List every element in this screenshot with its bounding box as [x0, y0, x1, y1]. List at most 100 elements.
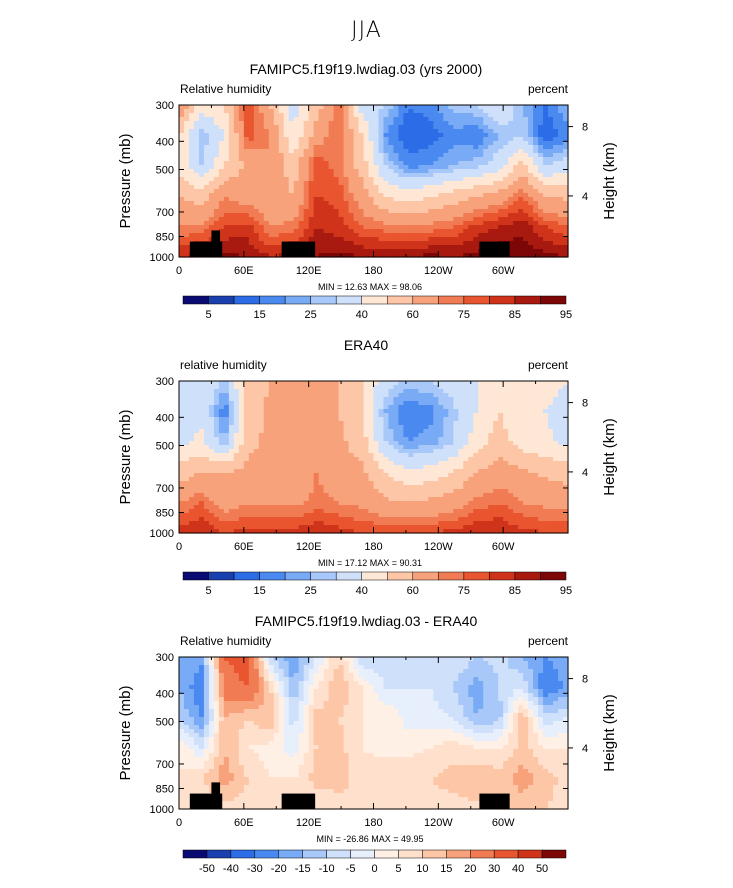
heatmap-cell — [463, 129, 469, 134]
heatmap-cell — [313, 173, 320, 178]
heatmap-cell — [218, 425, 225, 430]
heatmap-cell — [478, 445, 484, 450]
heatmap-cell — [378, 109, 385, 114]
heatmap-cell — [508, 229, 514, 234]
heatmap-cell — [263, 133, 270, 138]
heatmap-cell — [543, 125, 549, 130]
heatmap-cell — [248, 429, 255, 434]
heatmap-cell — [293, 181, 300, 186]
heatmap-cell — [343, 241, 350, 246]
heatmap-cell — [553, 389, 559, 394]
heatmap-cell — [268, 401, 275, 406]
heatmap-cell — [368, 453, 375, 458]
heatmap-cell — [238, 109, 245, 114]
heatmap-cell — [188, 201, 195, 206]
heatmap-cell — [203, 385, 210, 390]
heatmap-cell — [293, 457, 300, 462]
heatmap-cell — [308, 177, 315, 182]
heatmap-cell — [323, 105, 330, 110]
heatmap-cell — [298, 217, 305, 222]
heatmap-cell — [298, 449, 305, 454]
heatmap-cell — [418, 189, 424, 194]
heatmap-cell — [318, 245, 325, 250]
heatmap-cell — [358, 189, 365, 194]
heatmap-cell — [438, 445, 444, 450]
heatmap-cell — [478, 225, 484, 230]
heatmap-cell — [303, 393, 310, 398]
heatmap-cell — [368, 465, 375, 470]
heatmap-cell — [523, 241, 529, 246]
heatmap-cell — [553, 197, 559, 202]
heatmap-cell — [243, 173, 250, 178]
heatmap-cell — [493, 409, 499, 414]
heatmap-cell — [413, 253, 419, 258]
heatmap-cell — [233, 441, 240, 446]
heatmap-cell — [283, 413, 290, 418]
heatmap-cell — [238, 477, 245, 482]
heatmap-cell — [503, 409, 509, 414]
heatmap-cell — [373, 241, 380, 246]
heatmap-cell — [373, 181, 380, 186]
heatmap-cell — [438, 461, 444, 466]
heatmap-cell — [238, 161, 245, 166]
heatmap-cell — [283, 237, 290, 242]
heatmap-cell — [303, 225, 310, 230]
heatmap-cell — [533, 133, 539, 138]
heatmap-cell — [333, 121, 340, 126]
heatmap-cell — [343, 193, 350, 198]
heatmap-cell — [293, 217, 300, 222]
heatmap-cell — [363, 169, 370, 174]
heatmap-cell — [303, 205, 310, 210]
heatmap-cell — [408, 469, 414, 474]
heatmap-cell — [503, 429, 509, 434]
heatmap-cell — [488, 129, 494, 134]
heatmap-cell — [348, 113, 355, 118]
heatmap-cell — [208, 221, 215, 226]
heatmap-cell — [403, 145, 410, 150]
heatmap-cell — [498, 453, 504, 458]
heatmap-cell — [179, 425, 185, 430]
heatmap-cell — [333, 137, 340, 142]
heatmap-cell — [318, 141, 325, 146]
heatmap-cell — [198, 169, 205, 174]
heatmap-cell — [333, 437, 340, 442]
heatmap-cell — [453, 193, 459, 198]
heatmap-cell — [188, 209, 195, 214]
heatmap-cell — [308, 193, 315, 198]
heatmap-cell — [348, 429, 355, 434]
heatmap-cell — [438, 189, 444, 194]
heatmap-cell — [408, 417, 414, 422]
heatmap-cell — [253, 125, 260, 130]
heatmap-cell — [263, 161, 270, 166]
heatmap-cell — [438, 145, 444, 150]
heatmap-cell — [493, 149, 499, 154]
heatmap-cell — [458, 245, 464, 250]
heatmap-cell — [283, 433, 290, 438]
heatmap-cell — [563, 217, 569, 222]
heatmap-cell — [288, 229, 295, 234]
heatmap-cell — [198, 217, 205, 222]
heatmap-cell — [353, 445, 360, 450]
heatmap-cell — [298, 169, 305, 174]
heatmap-cell — [443, 469, 449, 474]
heatmap-cell — [443, 425, 449, 430]
heatmap-cell — [513, 145, 519, 150]
heatmap-cell — [253, 213, 260, 218]
heatmap-cell — [248, 433, 255, 438]
heatmap-cell — [373, 105, 380, 110]
heatmap-cell — [423, 201, 429, 206]
heatmap-cell — [363, 189, 370, 194]
heatmap-cell — [378, 393, 385, 398]
heatmap-cell — [233, 149, 240, 154]
heatmap-cell — [393, 397, 400, 402]
height-tick-label: 4 — [582, 191, 588, 203]
heatmap-cell — [323, 181, 330, 186]
heatmap-cell — [488, 133, 494, 138]
heatmap-cell — [453, 201, 459, 206]
heatmap-cell — [563, 181, 569, 186]
heatmap-cell — [453, 197, 459, 202]
heatmap-cell — [403, 473, 410, 478]
heatmap-cell — [368, 477, 375, 482]
heatmap-cell — [278, 141, 285, 146]
heatmap-cell — [258, 217, 265, 222]
